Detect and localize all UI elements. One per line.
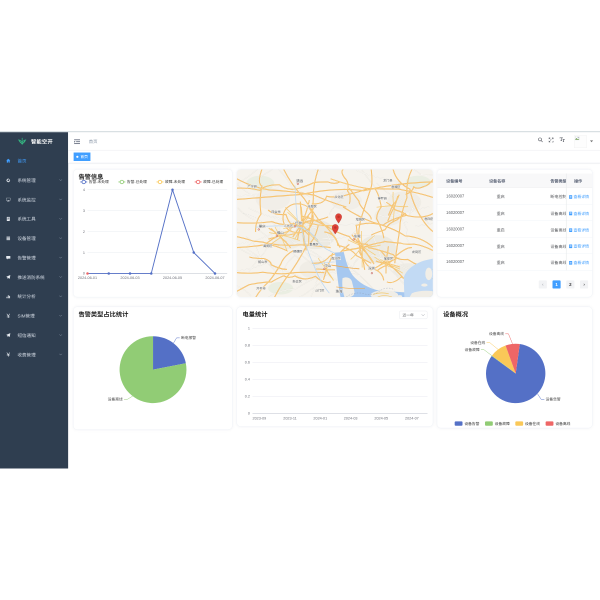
svg-text:高明区: 高明区 [263,244,272,248]
svg-text:宝安区: 宝安区 [384,255,393,260]
svg-text:从化区: 从化区 [334,195,343,199]
svg-text:三水区: 三水区 [284,224,293,228]
svg-text:增城区: 增城区 [356,218,365,222]
svg-text:设备告警: 设备告警 [546,397,561,402]
svg-text:龙门县: 龙门县 [383,178,392,182]
svg-text:肇庆: 肇庆 [259,225,266,229]
svg-text:设备离线: 设备离线 [555,421,570,426]
svg-text:鹤山市: 鹤山市 [258,260,267,264]
svg-text:断电报警: 断电报警 [181,335,196,340]
svg-text:0.6: 0.6 [245,361,250,365]
svg-text:博罗县: 博罗县 [378,196,387,200]
svg-text:故障-未处理: 故障-未处理 [165,179,185,184]
svg-text:2023-11: 2023-11 [283,416,296,420]
svg-text:斗门区: 斗门区 [315,288,324,292]
svg-text:0: 0 [248,412,250,416]
svg-text:0.4: 0.4 [245,378,250,382]
svg-text:0: 0 [83,272,85,276]
svg-text:2024-03: 2024-03 [344,416,358,420]
svg-text:告警信息: 告警信息 [78,173,103,181]
svg-text:东莞: 东莞 [354,235,361,239]
svg-text:2024-06-07: 2024-06-07 [205,276,224,280]
svg-text:龙岗区: 龙岗区 [412,250,421,254]
svg-text:2024-06-03: 2024-06-03 [120,276,139,280]
svg-text:开平市: 开平市 [256,286,265,290]
svg-text:佛山: 佛山 [277,231,284,235]
svg-text:电量统计: 电量统计 [243,310,269,318]
svg-text:设备概况: 设备概况 [443,310,469,318]
svg-text:设备故障: 设备故障 [465,347,480,352]
svg-text:1: 1 [83,251,85,255]
svg-text:清远: 清远 [296,178,303,183]
svg-text:故障-已处理: 故障-已处理 [203,179,223,184]
svg-text:深圳: 深圳 [368,266,375,270]
svg-text:2024-07: 2024-07 [405,416,419,420]
svg-text:0.2: 0.2 [245,395,250,399]
svg-text:花都区: 花都区 [308,205,317,209]
svg-text:2024-06-01: 2024-06-01 [78,276,97,280]
svg-text:四会市: 四会市 [271,210,280,214]
svg-text:新会区: 新会区 [293,280,302,284]
svg-text:设备在线: 设备在线 [525,421,540,426]
svg-text:告警类型占比统计: 告警类型占比统计 [78,310,129,318]
svg-text:中山: 中山 [324,264,331,268]
svg-text:近一年: 近一年 [403,312,415,317]
svg-text:珠海: 珠海 [336,290,343,294]
svg-text:4: 4 [83,188,85,192]
svg-text:设备离线: 设备离线 [489,331,504,336]
svg-text:广州: 广州 [295,220,303,225]
svg-text:3: 3 [83,209,85,213]
svg-text:2024-06-05: 2024-06-05 [163,276,182,280]
svg-text:1: 1 [248,327,250,331]
svg-text:惠城区: 惠城区 [391,185,400,189]
svg-text:广宁县: 广宁县 [248,185,257,189]
svg-text:设备离线: 设备离线 [108,397,123,402]
svg-text:设备在线: 设备在线 [470,340,485,345]
svg-text:告警-未处理: 告警-未处理 [89,179,109,184]
svg-text:南沙区: 南沙区 [331,256,340,260]
svg-text:番禺区: 番禺区 [309,243,318,247]
svg-text:设备告警: 设备告警 [464,421,479,426]
svg-text:惠阳区: 惠阳区 [424,217,433,221]
svg-text:顺德区: 顺德区 [293,250,302,254]
svg-text:0.8: 0.8 [245,344,250,348]
svg-text:2: 2 [83,230,85,234]
svg-text:设备故障: 设备故障 [495,421,510,426]
svg-text:2024-01: 2024-01 [313,416,327,420]
svg-text:2024-05: 2024-05 [374,416,388,420]
svg-text:告警-已处理: 告警-已处理 [127,179,147,184]
svg-text:2023-09: 2023-09 [252,416,266,420]
